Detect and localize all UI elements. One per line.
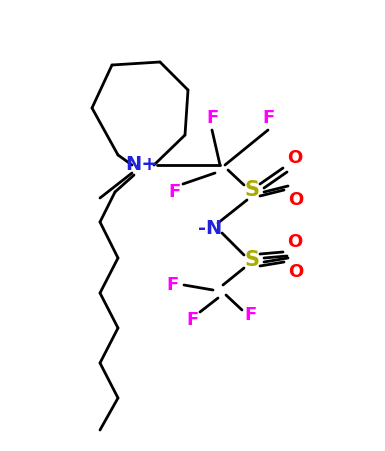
Text: F: F [244, 306, 256, 324]
Text: -N: -N [198, 218, 222, 238]
Text: F: F [262, 109, 274, 127]
Text: F: F [169, 183, 181, 201]
Text: O: O [288, 191, 304, 209]
Text: O: O [287, 149, 303, 167]
Text: S: S [244, 180, 259, 200]
Text: N+: N+ [126, 156, 158, 175]
Text: F: F [186, 311, 198, 329]
Text: F: F [166, 276, 178, 294]
Text: S: S [244, 250, 259, 270]
Text: F: F [206, 109, 218, 127]
Text: O: O [288, 263, 304, 281]
Text: O: O [287, 233, 303, 251]
